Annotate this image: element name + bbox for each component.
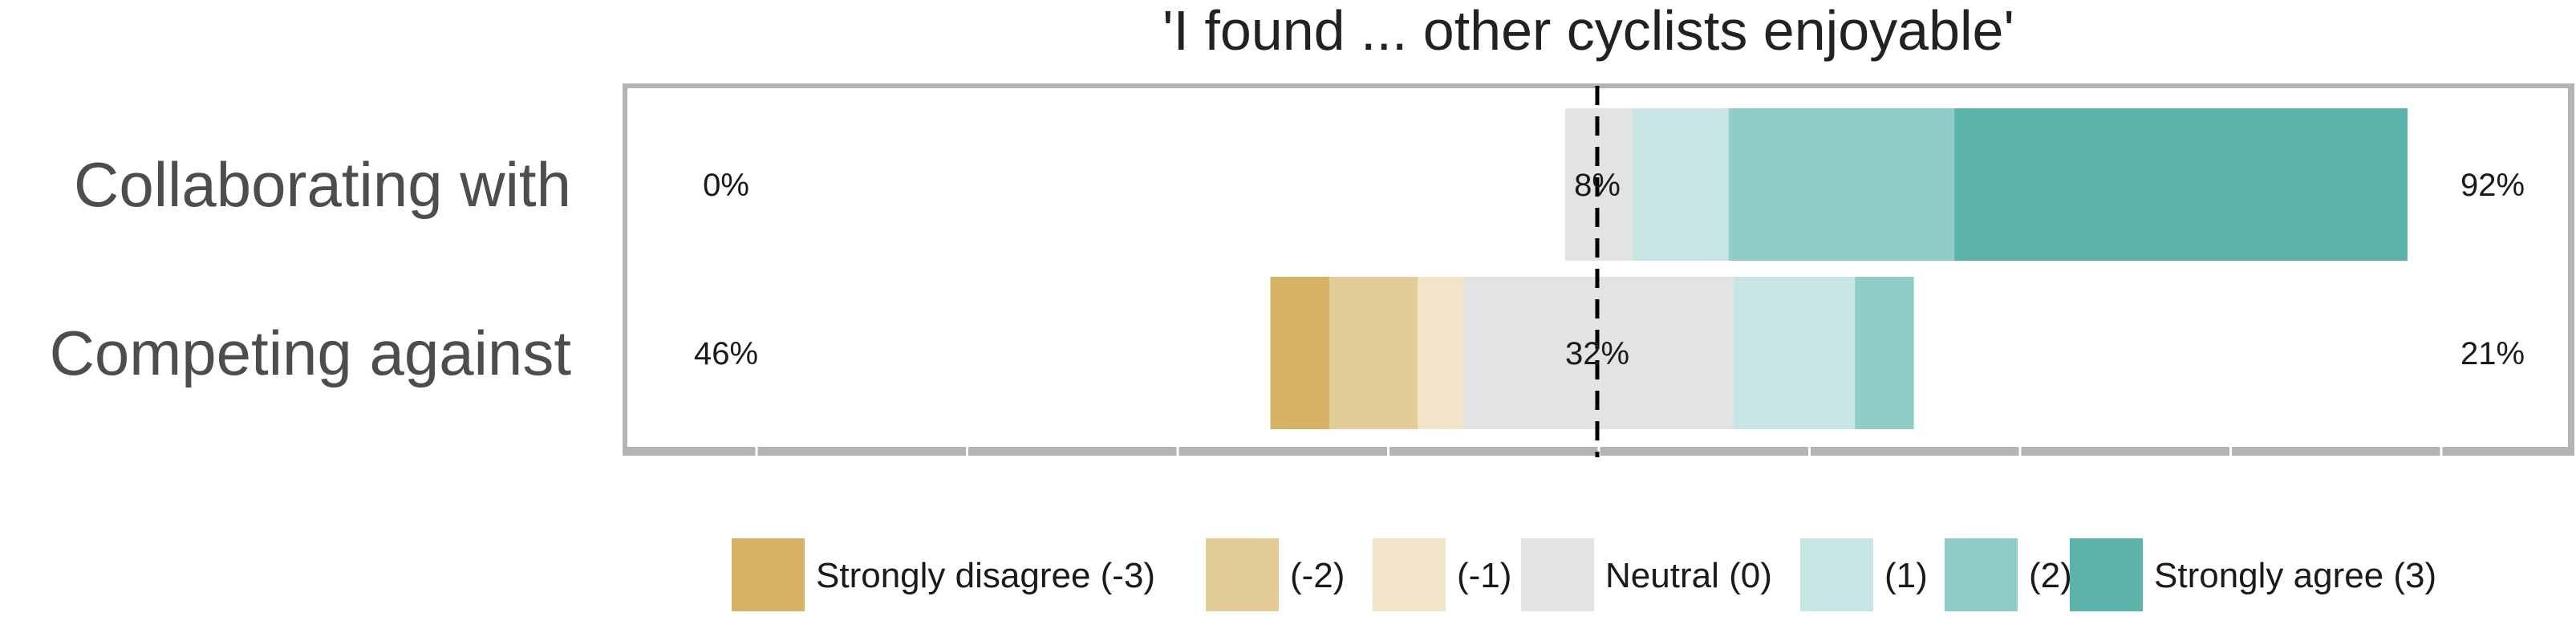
bar-segment bbox=[1270, 277, 1329, 429]
legend-label: (2) bbox=[2029, 556, 2072, 595]
bar-segment bbox=[1633, 108, 1729, 261]
legend-label: Strongly agree (3) bbox=[2154, 556, 2436, 595]
legend-swatch bbox=[732, 538, 805, 611]
legend-label: (-2) bbox=[1290, 556, 1345, 595]
percent-label-left: 0% bbox=[703, 168, 749, 203]
percent-label-left: 46% bbox=[694, 336, 758, 371]
legend-swatch bbox=[1373, 538, 1446, 611]
row-labels: Collaborating with Competing against bbox=[50, 149, 572, 388]
row-label: Collaborating with bbox=[74, 149, 571, 220]
bar-segment bbox=[1728, 108, 1955, 261]
bar-segment bbox=[1329, 277, 1418, 429]
legend-swatch bbox=[1800, 538, 1873, 611]
bar-segment bbox=[1954, 108, 2408, 261]
percent-label-center: 32% bbox=[1565, 336, 1629, 371]
legend-swatch bbox=[1945, 538, 2018, 611]
percent-label-center: 8% bbox=[1574, 168, 1621, 203]
bar-segment bbox=[1734, 277, 1856, 429]
row-label: Competing against bbox=[50, 318, 572, 388]
chart-title: 'I found ... other cyclists enjoyable' bbox=[1162, 0, 2014, 62]
legend-label: (1) bbox=[1884, 556, 1928, 595]
percent-label-right: 21% bbox=[2460, 336, 2525, 371]
legend-label: (-1) bbox=[1457, 556, 1511, 595]
legend-swatch bbox=[2070, 538, 2143, 611]
legend-label: Neutral (0) bbox=[1605, 556, 1772, 595]
bar-segment bbox=[1855, 277, 1914, 429]
bar-segment bbox=[1418, 277, 1464, 429]
legend: Strongly disagree (-3) (-2) (-1) Neutral (0… bbox=[732, 538, 2436, 611]
percent-labels: 0% 8% 92% 46% 32% 21% bbox=[694, 168, 2525, 371]
legend-swatch bbox=[1206, 538, 1279, 611]
bars bbox=[1270, 108, 2408, 429]
legend-label: Strongly disagree (-3) bbox=[816, 556, 1155, 595]
percent-label-right: 92% bbox=[2460, 168, 2525, 203]
legend-swatch bbox=[1521, 538, 1594, 611]
